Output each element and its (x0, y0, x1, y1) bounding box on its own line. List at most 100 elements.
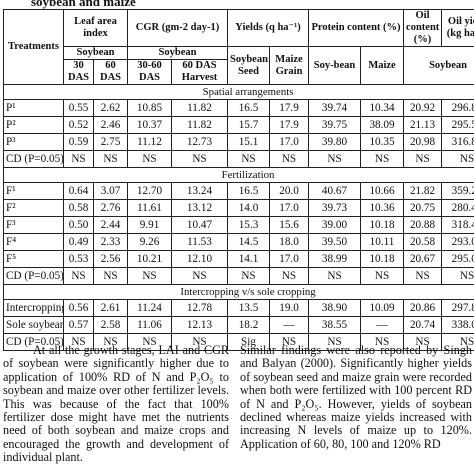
paragraph-right: Similar findings were also reported by S… (240, 343, 472, 451)
table-cell: 10.35 (360, 133, 405, 151)
table-cell: 20.86 (403, 299, 443, 317)
table-cell: 17.0 (268, 133, 310, 151)
table-cell: 38.55 (308, 316, 362, 334)
table-cell: 21.82 (403, 182, 443, 200)
table-cell: 17.9 (268, 99, 310, 117)
table-cell: 39.73 (308, 199, 362, 217)
table-cell: NS (63, 267, 94, 285)
header-treatments: Treatments (3, 9, 64, 85)
table-cell: 11.12 (127, 133, 172, 151)
table-cell: 11.53 (171, 233, 228, 251)
table-cell: 39.74 (308, 99, 362, 117)
table-caption: soybean and maize (31, 0, 136, 9)
header-lai: Leaf area index (63, 9, 128, 47)
table-cell: 293.02 (441, 233, 474, 251)
table-row: F⁵ 0.53 2.56 10.21 12.10 14.1 17.0 38.99 10.18 20… (3, 250, 474, 268)
table-cell: 297.82 (441, 299, 474, 317)
table-cell: 38.99 (308, 250, 362, 268)
table-cell: 2.61 (93, 299, 128, 317)
table-cell: 10.85 (127, 99, 172, 117)
table-cell: 10.36 (360, 199, 405, 217)
table-cell: 280.41 (441, 199, 474, 217)
table-cell: 14.0 (227, 199, 270, 217)
table-cell: 359.23 (441, 182, 474, 200)
table-cell: 20.98 (403, 133, 443, 151)
row-label: P² (3, 116, 64, 134)
table-row: F⁴ 0.49 2.33 9.26 11.53 14.5 18.0 39.50 10.11 20.… (3, 233, 474, 251)
table-cell: NS (93, 150, 128, 168)
table-cell: 20.0 (268, 182, 310, 200)
row-label: F⁵ (3, 250, 64, 268)
table-cell: NS (93, 267, 128, 285)
table-cell: 0.49 (63, 233, 94, 251)
table-cell: 11.82 (171, 116, 228, 134)
table-cell: NS (441, 267, 474, 285)
table-cell: NS (268, 267, 310, 285)
section-title: Fertilization (2, 167, 474, 183)
section-title: Spatial arrangements (2, 84, 474, 100)
table-cell: NS (360, 267, 405, 285)
results-table: Treatments Leaf area index CGR (gm-2 day… (2, 9, 474, 351)
table-cell: NS (403, 150, 443, 168)
table-cell: 12.73 (171, 133, 228, 151)
table-cell: 16.5 (227, 99, 270, 117)
table-cell: 20.75 (403, 199, 443, 217)
table-cell: NS (268, 150, 310, 168)
table-row: Sole soybean 0.57 2.58 11.06 12.13 18.2—38.55… (3, 316, 474, 334)
header-lai-60: 60 DAS (93, 59, 128, 85)
table-cell: 13.24 (171, 182, 228, 200)
table-cell: 11.61 (127, 199, 172, 217)
header-soybean-seed: Soybean Seed (227, 46, 270, 85)
table-cell: 10.66 (360, 182, 405, 200)
table-cell: 20.67 (403, 250, 443, 268)
row-label: P¹ (3, 99, 64, 117)
table-row: P¹ 0.55 2.62 10.85 11.82 16.5 17.9 39.74 10.34 20… (3, 99, 474, 117)
table-cell: 17.0 (268, 250, 310, 268)
table-cell: 295.01 (441, 250, 474, 268)
table-cell: 318.47 (441, 216, 474, 234)
table-cell: NS (127, 267, 172, 285)
table-cell: 20.74 (403, 316, 443, 334)
table-cell: NS (268, 333, 310, 351)
table-cell: 14.1 (227, 250, 270, 268)
header-maize-grain: Maize Grain (268, 46, 310, 85)
table-cell: 10.11 (360, 233, 405, 251)
header-cgr: CGR (gm-2 day-1) (127, 9, 228, 47)
table-cell: — (268, 316, 310, 334)
header-yields: Yields (q ha⁻¹) (226, 9, 310, 47)
table-row: F³ 0.50 2.44 9.91 10.47 15.3 15.6 39.00 10.18 20.… (3, 216, 474, 234)
table-cell: — (360, 316, 405, 334)
table-cell: 2.76 (93, 199, 128, 217)
table-row: F² 0.58 2.76 11.61 13.12 14.0 17.0 39.73 10.36 20… (3, 199, 474, 217)
table-cell: 13.12 (171, 199, 228, 217)
table-cell: 296.80 (441, 99, 474, 117)
table-cell: 11.24 (127, 299, 172, 317)
table-cell: 17.9 (268, 116, 310, 134)
table-cell: 2.56 (93, 250, 128, 268)
table-cell: 39.50 (308, 233, 362, 251)
table-cell: 20.92 (403, 99, 443, 117)
table-cell: 0.52 (63, 116, 94, 134)
table-cell: 2.58 (93, 316, 128, 334)
table-cell: 15.6 (268, 216, 310, 234)
table-cell: 39.00 (308, 216, 362, 234)
header-protein: Protein content (%) (308, 9, 405, 47)
header-lai-soybean: Soybean (63, 46, 128, 60)
table-cell: NS (127, 150, 172, 168)
table-cell: 0.64 (63, 182, 94, 200)
row-label: F² (3, 199, 64, 217)
table-row: P³ 0.59 2.75 11.12 12.73 15.1 17.0 39.80 10.35 20… (3, 133, 474, 151)
table-cell: 40.67 (308, 182, 362, 200)
table-cell: 13.5 (227, 299, 270, 317)
table-cell: NS (360, 333, 405, 351)
table-cell: 12.78 (171, 299, 228, 317)
table-cell: 21.13 (403, 116, 443, 134)
header-lai-30: 30 DAS (63, 59, 94, 85)
row-label: CD (P=0.05) (3, 150, 64, 168)
table-row: CD (P=0.05) NS NS NS NS NS NS NS NS NS NS (3, 267, 474, 285)
table-cell: 14.5 (227, 233, 270, 251)
table-cell: NS (227, 267, 270, 285)
header-protein-soybean: Soy-bean (308, 46, 362, 85)
table-row: F¹ 0.64 3.07 12.70 13.24 16.5 20.0 40.67 10.66 21… (3, 182, 474, 200)
table-cell: NS (403, 333, 443, 351)
